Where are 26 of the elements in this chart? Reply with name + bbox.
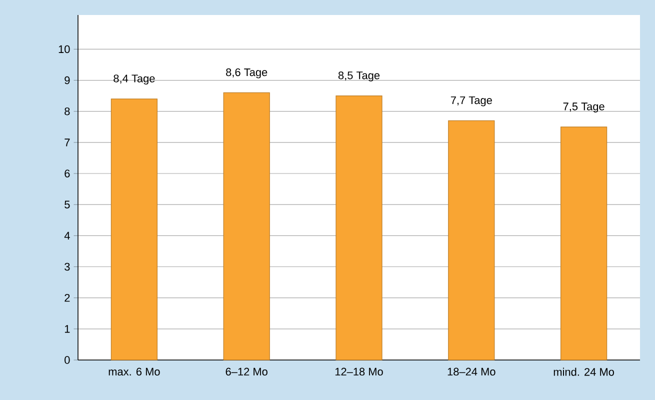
- data-label: 8,4 Tage: [114, 74, 155, 85]
- data-label: 7,7 Tage: [450, 96, 492, 106]
- data-label: 7,5 Tage: [563, 102, 604, 112]
- y-tick-label: 8: [64, 107, 70, 116]
- x-tick-label: mind. 24 Mo: [554, 368, 614, 376]
- y-tick-label: 6: [64, 170, 70, 178]
- bar: [223, 92, 270, 360]
- y-tick-label: 4: [64, 232, 70, 240]
- y-tick-label: 3: [64, 262, 70, 271]
- bar: [336, 96, 382, 360]
- bar: [560, 126, 608, 360]
- y-tick-label: 9: [64, 76, 70, 84]
- bar: [110, 98, 158, 360]
- y-tick-label: 5: [64, 200, 70, 208]
- y-tick-label: 10: [58, 45, 70, 54]
- x-tick-label: 12–18 Mo: [335, 368, 383, 376]
- y-tick-label: 1: [64, 325, 70, 333]
- bar: [448, 120, 495, 360]
- x-tick-label: 6–12 Mo: [226, 368, 268, 376]
- data-label: 8,6 Tage: [226, 68, 268, 78]
- y-tick-label: 7: [64, 138, 70, 146]
- x-tick-label: max. 6 Mo: [108, 368, 160, 376]
- y-tick-label: 0: [64, 356, 70, 364]
- x-tick-label: 18–24 Mo: [448, 368, 496, 376]
- y-tick-label: 2: [64, 294, 70, 302]
- data-label: 8,5 Tage: [338, 71, 380, 82]
